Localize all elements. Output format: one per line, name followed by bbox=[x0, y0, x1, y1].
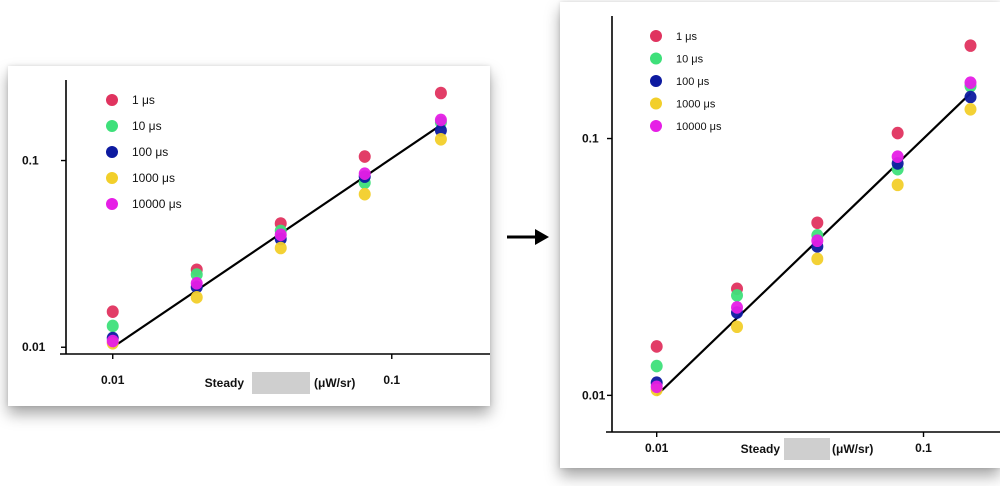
scatter-chart-left: 0.01 0.1 0.01 0.1 Steady (μW/sr) 1 μs 10 μs 100 … bbox=[22, 80, 490, 394]
y-tick-label: 0.1 bbox=[582, 132, 599, 146]
data-point bbox=[190, 277, 203, 290]
chart-panel-right: 0.01 0.1 0.01 0.1 Steady (μW/sr) 1 μs 10 μs 100 … bbox=[560, 2, 1000, 468]
legend-marker bbox=[106, 146, 118, 158]
legend-label: 1000 μs bbox=[132, 171, 175, 185]
legend-label: 10000 μs bbox=[132, 197, 182, 211]
data-point bbox=[190, 268, 203, 281]
y-tick-label: 0.1 bbox=[22, 154, 39, 168]
x-axis-label-steady: Steady bbox=[741, 442, 781, 456]
legend-marker bbox=[650, 30, 662, 42]
data-point bbox=[434, 132, 447, 146]
data-point bbox=[434, 113, 447, 127]
data-point bbox=[891, 126, 904, 140]
data-point bbox=[964, 39, 977, 52]
y-tick-label: 0.01 bbox=[582, 388, 606, 402]
data-point bbox=[434, 86, 447, 100]
data-point bbox=[811, 216, 824, 230]
legend-marker bbox=[106, 172, 118, 184]
arrow-icon bbox=[505, 226, 551, 248]
data-point bbox=[190, 291, 203, 304]
legend-marker bbox=[650, 75, 662, 87]
data-point bbox=[358, 187, 371, 201]
legend-marker bbox=[650, 52, 662, 65]
legend-marker bbox=[106, 198, 118, 210]
legend-marker bbox=[106, 120, 118, 132]
data-point bbox=[964, 76, 977, 89]
data-point bbox=[650, 340, 663, 353]
legend-marker bbox=[650, 97, 662, 110]
legend-label: 1000 μs bbox=[676, 99, 716, 111]
data-point bbox=[434, 124, 447, 137]
legend-label: 100 μs bbox=[132, 145, 168, 159]
x-axis-label-steady: Steady bbox=[205, 376, 245, 390]
data-point bbox=[106, 319, 119, 333]
data-point bbox=[274, 228, 287, 242]
x-axis-label-unit: (μW/sr) bbox=[314, 376, 355, 390]
scatter-chart-right: 0.01 0.1 0.01 0.1 Steady (μW/sr) 1 μs 10 μs 100 … bbox=[582, 16, 1000, 460]
data-point bbox=[891, 150, 904, 163]
x-axis-label-unit: (μW/sr) bbox=[832, 442, 873, 456]
data-point bbox=[964, 90, 977, 104]
legend-label: 1 μs bbox=[132, 93, 155, 107]
y-tick-label: 0.01 bbox=[22, 340, 46, 354]
legend-label: 100 μs bbox=[676, 76, 710, 88]
x-tick-label: 0.01 bbox=[101, 373, 125, 387]
legend-marker bbox=[650, 120, 662, 132]
chart-panel-left: 0.01 0.1 0.01 0.1 Steady (μW/sr) 1 μs 10 μs 100 … bbox=[8, 66, 490, 406]
data-point bbox=[811, 234, 824, 248]
redacted-box bbox=[784, 438, 830, 460]
data-point bbox=[731, 289, 744, 302]
data-point bbox=[106, 305, 119, 319]
data-point bbox=[358, 167, 371, 181]
legend-label: 10000 μs bbox=[676, 121, 722, 133]
x-tick-label: 0.01 bbox=[645, 441, 669, 455]
legend-label: 1 μs bbox=[676, 31, 698, 43]
data-point bbox=[106, 334, 119, 348]
legend-label: 10 μs bbox=[676, 54, 704, 66]
data-point bbox=[731, 320, 744, 334]
data-point bbox=[811, 252, 824, 266]
x-tick-label: 0.1 bbox=[915, 441, 932, 455]
data-point bbox=[650, 359, 663, 373]
legend-label: 10 μs bbox=[132, 119, 162, 133]
x-tick-label: 0.1 bbox=[383, 373, 400, 387]
legend-marker bbox=[106, 94, 118, 106]
data-point bbox=[274, 241, 287, 255]
redacted-box bbox=[252, 372, 310, 394]
data-point bbox=[964, 102, 977, 116]
data-point bbox=[891, 178, 904, 192]
data-point bbox=[650, 380, 663, 394]
data-point bbox=[358, 150, 371, 163]
data-point bbox=[731, 301, 744, 314]
